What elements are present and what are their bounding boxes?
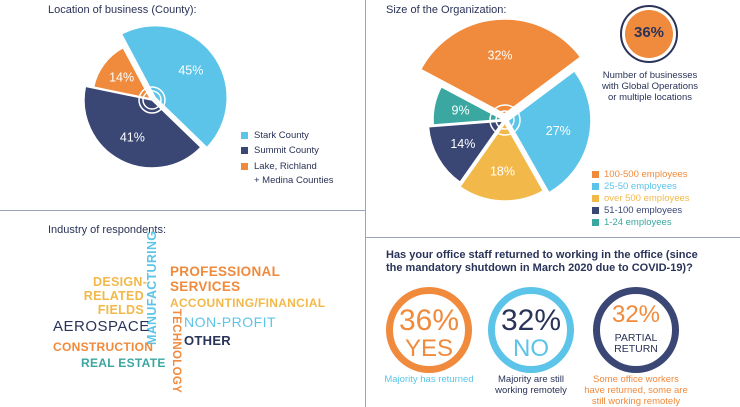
location-title: Location of business (County): [48,4,197,16]
pie-label-over-500-employees: 18% [490,164,515,178]
pie-slice-lake-richland-medina-counties [92,46,152,100]
legend-label-stark: Stark County [254,130,309,141]
divider-vertical [365,0,366,407]
ring-no: 32% NO [488,287,574,373]
pie-center-ring-1 [495,110,515,130]
legend-label-25-50: 25-50 employees [604,181,677,192]
pie-label-51-100-employees: 14% [450,137,475,151]
caption-yes: Majority has returned [384,374,474,385]
legend-label-100-500: 100-500 employees [604,169,688,180]
caption-partial-2: have returned, some are [584,385,688,396]
word-realestate: REAL ESTATE [81,356,166,370]
caption-partial-1: Some office workers [593,374,679,385]
caption-no-2: working remotely [495,385,567,396]
divider-left-horizontal [0,210,365,211]
location-pie-chart: 45% 41% 14% [83,24,228,169]
global-ops-badge: 36% [620,5,678,63]
word-nonprofit: NON-PROFIT [184,314,277,330]
pie-label-100-500-employees: 32% [488,48,513,62]
caption-no-1: Majority are still [498,374,564,385]
ring-partial-percent: 32% [611,301,661,328]
global-ops-caption-2: with Global Operations [601,81,699,92]
word-professional-1: PROFESSIONAL [170,264,281,279]
legend-swatch-over-500 [592,195,599,202]
word-aerospace: AEROSPACE [53,318,150,335]
legend-swatch-100-500 [592,171,599,178]
word-design-2: RELATED [83,289,144,303]
word-technology: TECHNOLOGY [170,308,182,394]
word-construction: CONSTRUCTION [53,340,154,354]
ring-no-word: NO [513,335,549,362]
legend-label-1-24: 1-24 employees [604,217,672,228]
word-design-3: FIELDS [97,303,144,317]
size-pie-chart: 32% 27% 18% 14% 9% [419,18,592,202]
pie-slice-25-50-employees [506,69,592,194]
word-design-1: DESIGN- [93,275,148,289]
legend-label-51-100: 51-100 employees [604,205,683,216]
ring-yes: 36% YES [386,287,472,373]
global-ops-caption-1: Number of businesses [602,70,698,81]
legend-swatch-51-100 [592,207,599,214]
pie-slice-100-500-employees [419,18,582,115]
pie-slice-1-24-employees [432,85,506,126]
pie-label-1-24-employees: 9% [452,104,470,118]
pie-label-lake-richland-medina-counties: 14% [109,70,134,84]
legend-label-lake-2: + Medina Counties [254,175,334,186]
caption-partial-3: still working remotely [591,396,681,407]
ring-partial-word-2: RETURN [614,343,658,355]
word-professional-2: SERVICES [170,279,241,294]
word-accounting: ACCOUNTING/FINANCIAL [170,296,326,310]
global-ops-value: 36% [633,24,665,41]
ring-no-percent: 32% [500,304,562,337]
legend-swatch-1-24 [592,219,599,226]
return-question: Has your office staff returned to workin… [386,249,698,274]
pie-slice-summit-county [83,85,202,169]
pie-center-ring-1 [142,90,162,110]
legend-label-over-500: over 500 employees [604,193,690,204]
legend-swatch-lake [241,163,248,170]
ring-yes-percent: 36% [398,304,460,337]
pie-label-stark-county: 45% [178,64,203,78]
global-ops-caption-3: or multiple locations [608,92,692,103]
pie-label-summit-county: 41% [120,130,145,144]
legend-swatch-summit [241,147,248,154]
pie-slice-stark-county [120,24,228,149]
legend-swatch-25-50 [592,183,599,190]
size-title: Size of the Organization: [386,4,507,16]
ring-partial: 32% PARTIAL RETURN [593,287,679,373]
word-other: OTHER [184,333,231,348]
industry-title: Industry of respondents: [48,224,167,236]
legend-label-summit: Summit County [254,145,319,156]
legend-label-lake-1: Lake, Richland [254,161,317,172]
pie-label-25-50-employees: 27% [546,124,571,138]
divider-right-horizontal [365,237,740,238]
pie-slice-over-500-employees [458,121,545,202]
pie-center-ring-2 [138,86,166,114]
ring-yes-word: YES [404,335,454,362]
ring-partial-word-1: PARTIAL [614,332,658,344]
pie-center-ring-2 [489,104,521,136]
legend-swatch-stark [241,132,248,139]
pie-slice-51-100-employees [427,120,505,184]
